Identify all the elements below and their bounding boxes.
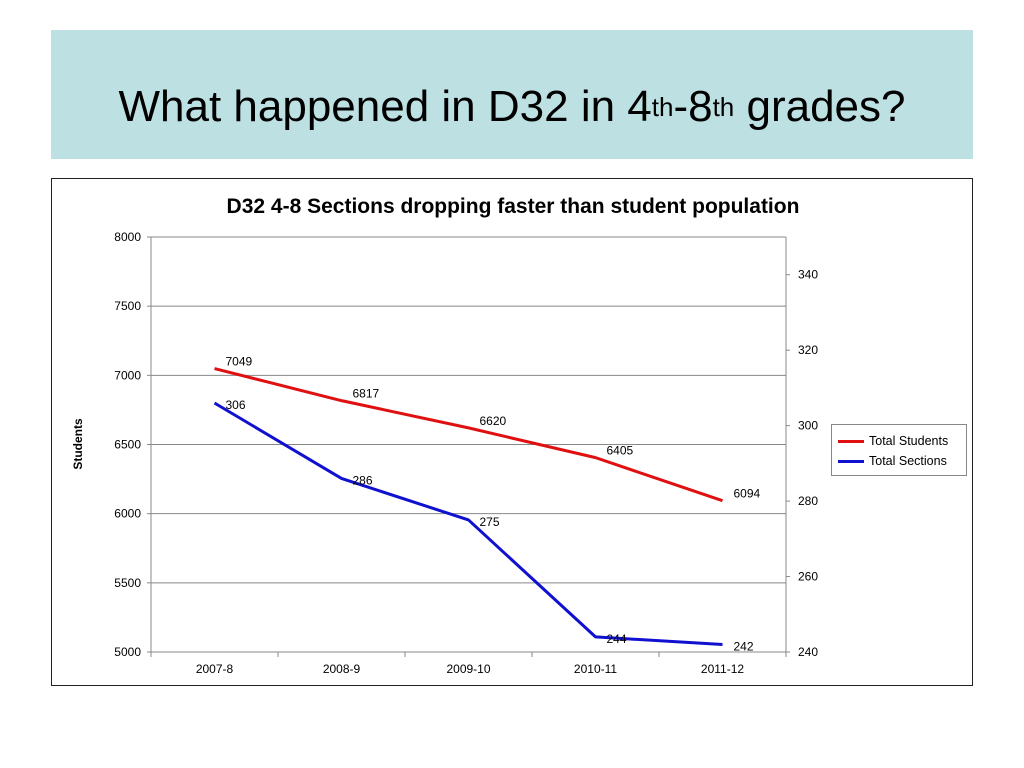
y-tick-label: 7000 [114,368,141,382]
legend-swatch-sections [838,459,864,463]
legend-item-total-sections: Total Sections [838,453,947,469]
chart-frame: D32 4-8 Sections dropping faster than st… [51,178,973,686]
data-label-total-students: 7049 [226,355,253,369]
gridlines [151,236,786,584]
y2-tick-label: 240 [798,645,818,659]
y-tick-label: 5000 [114,645,141,659]
data-label-total-students: 6817 [353,387,380,401]
data-label-total-students: 6620 [480,414,507,428]
x-tick-label-2008-9: 2008-9 [323,662,361,676]
y2-tick-label: 320 [798,343,818,357]
y2-tick-label: 340 [798,268,818,282]
y-axis-label: Students [71,418,85,470]
y2-tick-label: 260 [798,570,818,584]
data-label-total-sections: 275 [480,515,500,529]
x-tick-label-2010-11: 2010-11 [574,662,617,676]
data-label-total-sections: 244 [607,632,627,646]
y-tick-label: 6000 [114,507,141,521]
series-lines [213,367,723,646]
x-tick-label-2009-10: 2009-10 [446,662,490,676]
data-label-total-students: 6094 [734,487,761,501]
legend-swatch-students [838,439,864,443]
line-chart: D32 4-8 Sections dropping faster than st… [71,195,818,676]
title-mid: -8 [673,81,713,131]
x-tick-label-2011-12: 2011-12 [701,662,744,676]
y2-tick-label: 280 [798,494,818,508]
legend-label-students: Total Students [869,434,949,448]
x-tick-label-2007-8: 2007-8 [196,662,234,676]
title-main: What happened in D32 in 4 [118,81,652,131]
axes: 5000 5500 6000 6500 7000 7500 8000 240 260 280 300… [114,230,818,676]
legend-label-sections: Total Sections [869,454,947,468]
y-tick-label: 8000 [114,230,141,244]
title-end: grades? [734,81,906,131]
series-line-total-sections [213,401,723,646]
data-label-total-sections: 306 [226,398,246,412]
series-line-total-students [214,367,723,503]
y-tick-label: 5500 [114,576,141,590]
data-label-total-sections: 242 [734,639,754,653]
legend: Total Students Total Sections [831,424,967,476]
data-label-total-students: 6405 [607,444,634,458]
y-tick-label: 7500 [114,299,141,313]
y2-tick-label: 300 [798,419,818,433]
legend-item-total-students: Total Students [838,433,948,449]
y-tick-label: 6500 [114,438,141,452]
data-label-total-sections: 286 [353,473,373,487]
chart-title: D32 4-8 Sections dropping faster than st… [227,195,800,218]
data-labels: 7049 6817 6620 6405 6094 306 286 275 244 242 [226,355,761,654]
